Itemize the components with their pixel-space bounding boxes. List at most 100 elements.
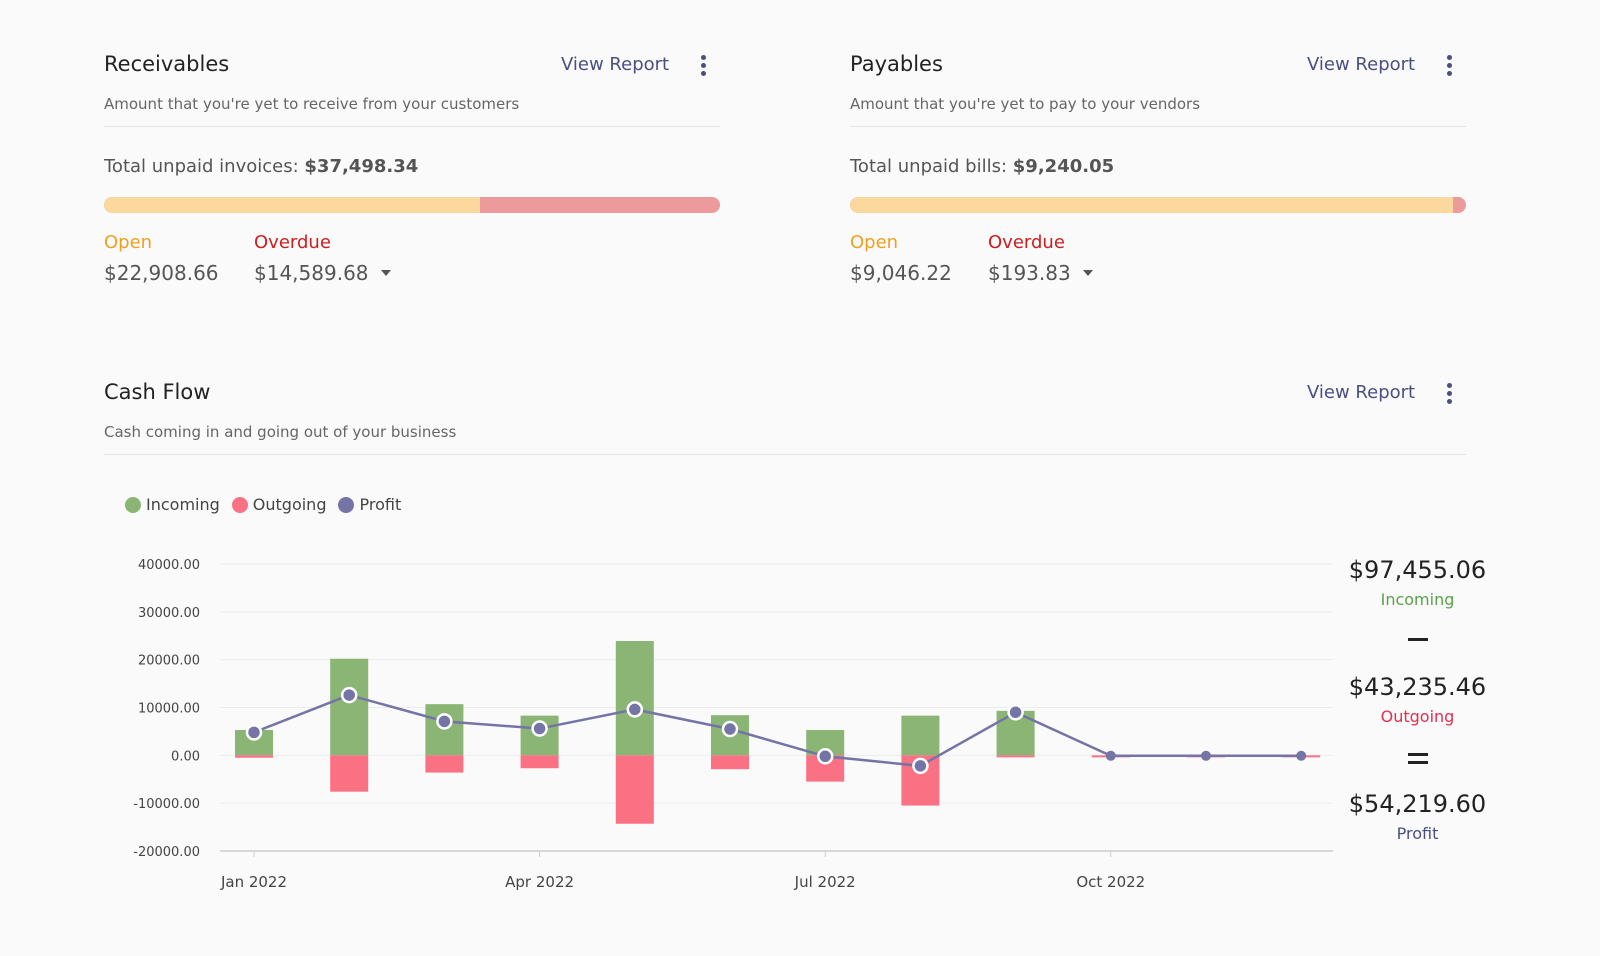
outgoing-bar	[330, 755, 369, 792]
cashflow-view-report-link[interactable]: View Report	[1307, 382, 1416, 403]
cashflow-title: Cash Flow	[104, 380, 211, 404]
equals-icon	[1340, 753, 1495, 764]
profit-point	[912, 757, 929, 775]
cashflow-more-icon[interactable]	[1439, 380, 1459, 408]
payables-more-icon[interactable]	[1439, 52, 1459, 80]
legend-profit[interactable]: Profit	[338, 495, 401, 514]
receivables-overdue-value: $14,589.68	[254, 261, 369, 285]
summary-profit-label: Profit	[1396, 824, 1439, 843]
outgoing-bar	[1187, 755, 1225, 758]
y-tick-label: -20000.00	[133, 845, 200, 860]
summary-incoming: $97,455.06 Incoming	[1340, 556, 1495, 609]
profit-point	[1007, 704, 1024, 721]
outgoing-bar	[520, 755, 559, 769]
y-tick-label: 30000.00	[138, 606, 200, 621]
y-tick-label: -10000.00	[133, 797, 200, 812]
x-tick-label: Jan 2022	[220, 873, 287, 891]
outgoing-bar	[425, 755, 464, 773]
payables-view-report-link[interactable]: View Report	[1307, 54, 1416, 75]
receivables-subtitle: Amount that you're yet to receive from y…	[104, 95, 520, 113]
summary-outgoing-label: Outgoing	[1380, 707, 1455, 726]
legend-outgoing-dot	[231, 496, 248, 513]
profit-point	[1296, 750, 1307, 761]
legend-profit-label: Profit	[359, 495, 402, 514]
payables-total: Total unpaid bills: $9,240.05	[850, 156, 1114, 177]
incoming-bar	[711, 715, 749, 756]
legend-incoming[interactable]: Incoming	[125, 495, 220, 514]
incoming-bar	[235, 729, 273, 756]
chart-legend: Incoming Outgoing Profit	[125, 495, 401, 514]
profit-point	[531, 720, 548, 737]
legend-incoming-dot	[125, 496, 141, 513]
payables-overdue-label: Overdue	[988, 232, 1065, 253]
profit-line	[253, 693, 1302, 768]
x-tick-label: Oct 2022	[1076, 873, 1145, 891]
profit-point	[1201, 750, 1211, 761]
payables-subtitle: Amount that you're yet to pay to your ve…	[850, 95, 1201, 113]
payables-progress-bar	[850, 197, 1466, 213]
payables-overdue-value: $193.83	[988, 261, 1071, 285]
receivables-overdue-dropdown[interactable]: $14,589.68	[254, 261, 391, 285]
profit-point	[626, 701, 644, 718]
caret-down-icon	[380, 269, 391, 276]
outgoing-bar	[1282, 755, 1321, 758]
receivables-divider	[104, 126, 720, 127]
outgoing-bar	[996, 755, 1035, 758]
incoming-bar	[996, 710, 1035, 756]
legend-outgoing[interactable]: Outgoing	[231, 495, 327, 514]
outgoing-bar	[1091, 755, 1130, 758]
incoming-bar	[330, 658, 369, 756]
incoming-bar	[520, 715, 559, 756]
payables-card: Payables View Report Amount that you're …	[850, 50, 1466, 290]
y-tick-label: 20000.00	[138, 654, 200, 669]
outgoing-bar	[711, 755, 749, 770]
outgoing-bar	[615, 755, 654, 824]
incoming-bar	[901, 715, 940, 756]
outgoing-bar	[235, 755, 273, 758]
receivables-overdue-label: Overdue	[254, 232, 331, 253]
receivables-total-label: Total unpaid invoices:	[104, 156, 305, 177]
receivables-total: Total unpaid invoices: $37,498.34	[104, 156, 418, 177]
payables-open-fill	[850, 197, 1454, 213]
y-tick-label: 40000.00	[138, 558, 200, 573]
caret-down-icon	[1082, 269, 1093, 276]
summary-profit-value: $54,219.60	[1348, 790, 1487, 818]
incoming-bar	[615, 641, 654, 756]
outgoing-bar	[806, 755, 845, 782]
incoming-bar	[425, 704, 464, 756]
payables-open-label: Open	[850, 232, 899, 253]
cashflow-divider	[104, 454, 1466, 455]
y-tick-label: 0.00	[171, 749, 200, 764]
receivables-total-value: $37,498.34	[304, 156, 419, 177]
profit-point	[245, 724, 263, 741]
receivables-view-report-link[interactable]: View Report	[561, 54, 670, 75]
payables-title: Payables	[850, 52, 943, 76]
profit-point	[340, 686, 358, 704]
summary-outgoing: $43,235.46 Outgoing	[1340, 673, 1495, 726]
cashflow-card: Cash Flow View Report Cash coming in and…	[104, 378, 1466, 458]
profit-point	[816, 748, 834, 765]
outgoing-bar	[901, 755, 940, 806]
receivables-card: Receivables View Report Amount that you'…	[104, 50, 720, 290]
payables-divider	[850, 126, 1466, 127]
profit-point	[436, 713, 453, 730]
x-tick-label: Jul 2022	[794, 873, 856, 891]
payables-total-value: $9,240.05	[1012, 156, 1115, 177]
incoming-bar	[806, 729, 845, 756]
payables-open-value: $9,046.22	[850, 261, 952, 285]
receivables-open-fill	[104, 197, 481, 213]
summary-incoming-label: Incoming	[1380, 590, 1455, 609]
profit-point	[1105, 750, 1116, 761]
payables-overdue-dropdown[interactable]: $193.83	[988, 261, 1093, 285]
summary-incoming-value: $97,455.06	[1348, 556, 1487, 584]
summary-profit: $54,219.60 Profit	[1340, 790, 1495, 843]
legend-incoming-label: Incoming	[146, 495, 220, 514]
legend-outgoing-label: Outgoing	[252, 495, 327, 514]
summary-outgoing-value: $43,235.46	[1348, 673, 1487, 701]
legend-profit-dot	[338, 496, 355, 513]
minus-icon	[1340, 638, 1495, 641]
receivables-more-icon[interactable]	[693, 52, 713, 80]
x-tick-label: Apr 2022	[505, 873, 574, 891]
receivables-open-label: Open	[104, 232, 153, 253]
receivables-open-value: $22,908.66	[104, 261, 219, 285]
